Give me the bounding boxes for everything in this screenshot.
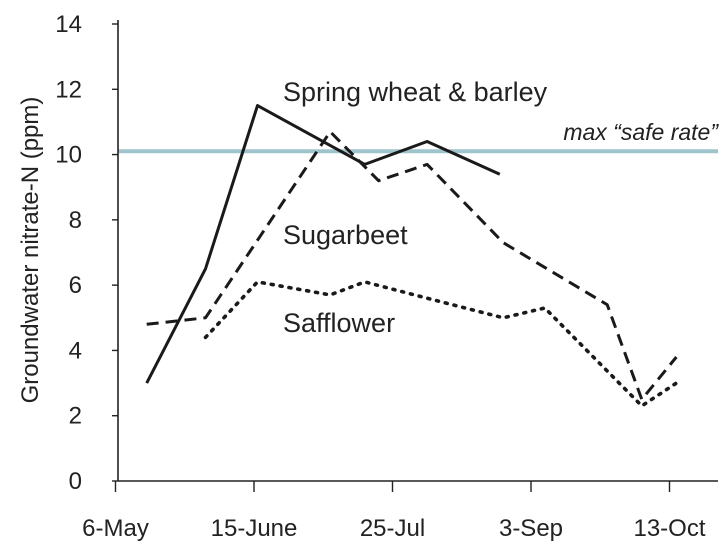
- y-tick-label: 12: [55, 76, 82, 103]
- x-tick-label: 25-Jul: [360, 515, 425, 542]
- safflower-line: [203, 280, 679, 408]
- y-tick-label: 10: [55, 142, 82, 169]
- x-tick-label: 15-June: [211, 515, 298, 542]
- y-tick-label: 0: [69, 468, 82, 495]
- y-tick-label: 2: [69, 403, 82, 430]
- sugarbeet-line: [146, 130, 678, 401]
- safflower-label: Safflower: [283, 308, 395, 338]
- y-tick-label: 14: [55, 11, 82, 38]
- safe-rate-label: max “safe rate”: [563, 119, 719, 145]
- x-tick-label: 6-May: [82, 515, 149, 542]
- spring-wheat-barley-label: Spring wheat & barley: [283, 77, 548, 107]
- y-tick-label: 8: [69, 207, 82, 234]
- spring-wheat-barley-line: [145, 104, 501, 384]
- y-tick-label: 4: [69, 337, 82, 364]
- x-tick-label: 13-Oct: [633, 515, 705, 542]
- y-axis-title: Groundwater nitrate-N (ppm): [17, 97, 44, 404]
- sugarbeet-label: Sugarbeet: [283, 220, 408, 250]
- y-tick-label: 6: [69, 272, 82, 299]
- x-tick-label: 3-Sep: [499, 515, 563, 542]
